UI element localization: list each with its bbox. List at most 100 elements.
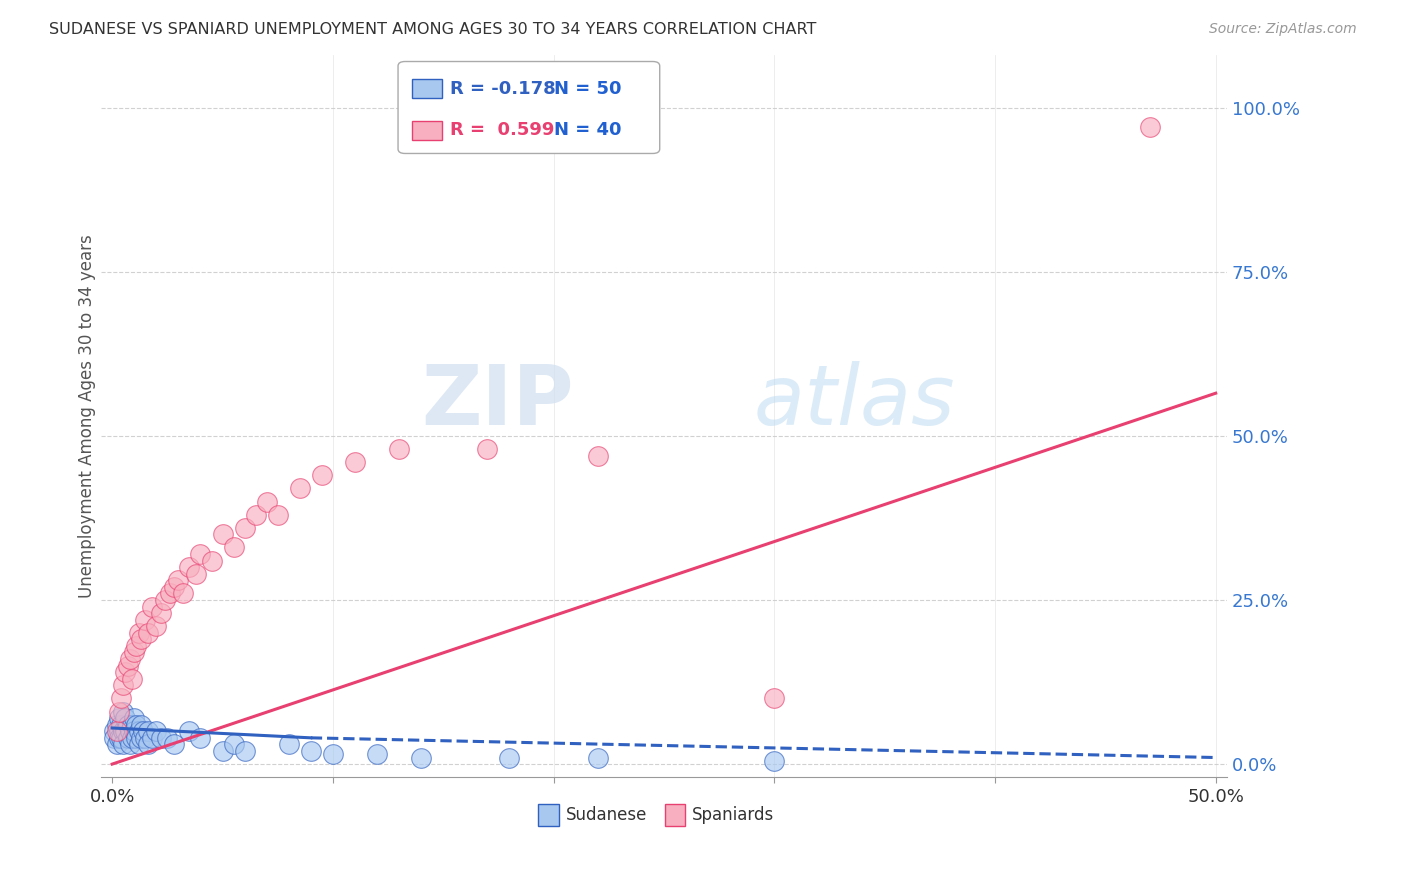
- Point: [163, 580, 186, 594]
- Point: [586, 750, 609, 764]
- Point: [156, 731, 179, 745]
- Point: [153, 593, 176, 607]
- Point: [117, 717, 139, 731]
- Point: [129, 632, 152, 647]
- Text: SUDANESE VS SPANIARD UNEMPLOYMENT AMONG AGES 30 TO 34 YEARS CORRELATION CHART: SUDANESE VS SPANIARD UNEMPLOYMENT AMONG …: [49, 22, 817, 37]
- Point: [477, 442, 499, 456]
- Point: [125, 717, 148, 731]
- Point: [125, 731, 148, 745]
- Point: [366, 747, 388, 762]
- Point: [114, 665, 136, 680]
- Point: [118, 724, 141, 739]
- Point: [114, 711, 136, 725]
- Point: [763, 691, 786, 706]
- Point: [256, 494, 278, 508]
- Point: [117, 731, 139, 745]
- Point: [129, 717, 152, 731]
- Point: [343, 455, 366, 469]
- Point: [222, 738, 245, 752]
- Point: [311, 468, 333, 483]
- Point: [233, 521, 256, 535]
- Point: [129, 731, 152, 745]
- Text: N = 40: N = 40: [554, 121, 621, 139]
- Point: [110, 691, 132, 706]
- Point: [117, 658, 139, 673]
- Point: [112, 678, 135, 692]
- Point: [163, 738, 186, 752]
- Text: Source: ZipAtlas.com: Source: ZipAtlas.com: [1209, 22, 1357, 37]
- Point: [190, 731, 212, 745]
- Text: Sudanese: Sudanese: [565, 806, 647, 824]
- Point: [277, 738, 299, 752]
- Point: [586, 449, 609, 463]
- Text: ZIP: ZIP: [422, 361, 574, 442]
- Text: atlas: atlas: [754, 361, 956, 442]
- Point: [159, 586, 181, 600]
- Point: [132, 724, 155, 739]
- Point: [118, 652, 141, 666]
- Point: [121, 731, 143, 745]
- Point: [211, 527, 233, 541]
- Point: [179, 724, 201, 739]
- Point: [110, 731, 132, 745]
- Point: [288, 482, 311, 496]
- Point: [388, 442, 411, 456]
- Point: [136, 625, 159, 640]
- Point: [105, 717, 128, 731]
- Point: [110, 717, 132, 731]
- Point: [267, 508, 290, 522]
- Point: [118, 738, 141, 752]
- Text: Spaniards: Spaniards: [692, 806, 775, 824]
- Point: [134, 613, 156, 627]
- Point: [322, 747, 344, 762]
- Point: [233, 744, 256, 758]
- Point: [200, 553, 222, 567]
- Point: [108, 724, 131, 739]
- Text: N = 50: N = 50: [554, 79, 621, 98]
- Point: [105, 724, 128, 739]
- Point: [122, 646, 145, 660]
- Point: [121, 717, 143, 731]
- Point: [498, 750, 520, 764]
- Point: [190, 547, 212, 561]
- Point: [128, 625, 150, 640]
- Point: [103, 724, 125, 739]
- Point: [112, 705, 135, 719]
- Point: [114, 724, 136, 739]
- Point: [108, 705, 131, 719]
- Point: [136, 738, 159, 752]
- Text: R =  0.599: R = 0.599: [450, 121, 572, 139]
- Point: [211, 744, 233, 758]
- Point: [145, 724, 167, 739]
- Y-axis label: Unemployment Among Ages 30 to 34 years: Unemployment Among Ages 30 to 34 years: [79, 235, 96, 598]
- Point: [411, 750, 433, 764]
- Point: [145, 619, 167, 633]
- Point: [299, 744, 322, 758]
- Point: [136, 724, 159, 739]
- Point: [172, 586, 194, 600]
- Text: R = -0.178: R = -0.178: [450, 79, 574, 98]
- Point: [141, 599, 163, 614]
- Point: [112, 724, 135, 739]
- Point: [128, 738, 150, 752]
- Point: [245, 508, 267, 522]
- Point: [222, 541, 245, 555]
- Point: [149, 731, 172, 745]
- Point: [108, 711, 131, 725]
- Point: [167, 574, 190, 588]
- Point: [134, 731, 156, 745]
- Point: [121, 672, 143, 686]
- Point: [179, 560, 201, 574]
- Point: [103, 731, 125, 745]
- Point: [108, 731, 131, 745]
- Point: [141, 731, 163, 745]
- Point: [122, 724, 145, 739]
- Point: [128, 724, 150, 739]
- Point: [149, 606, 172, 620]
- Point: [184, 566, 207, 581]
- Point: [763, 754, 786, 768]
- Point: [125, 639, 148, 653]
- Point: [122, 711, 145, 725]
- Point: [112, 738, 135, 752]
- Point: [105, 738, 128, 752]
